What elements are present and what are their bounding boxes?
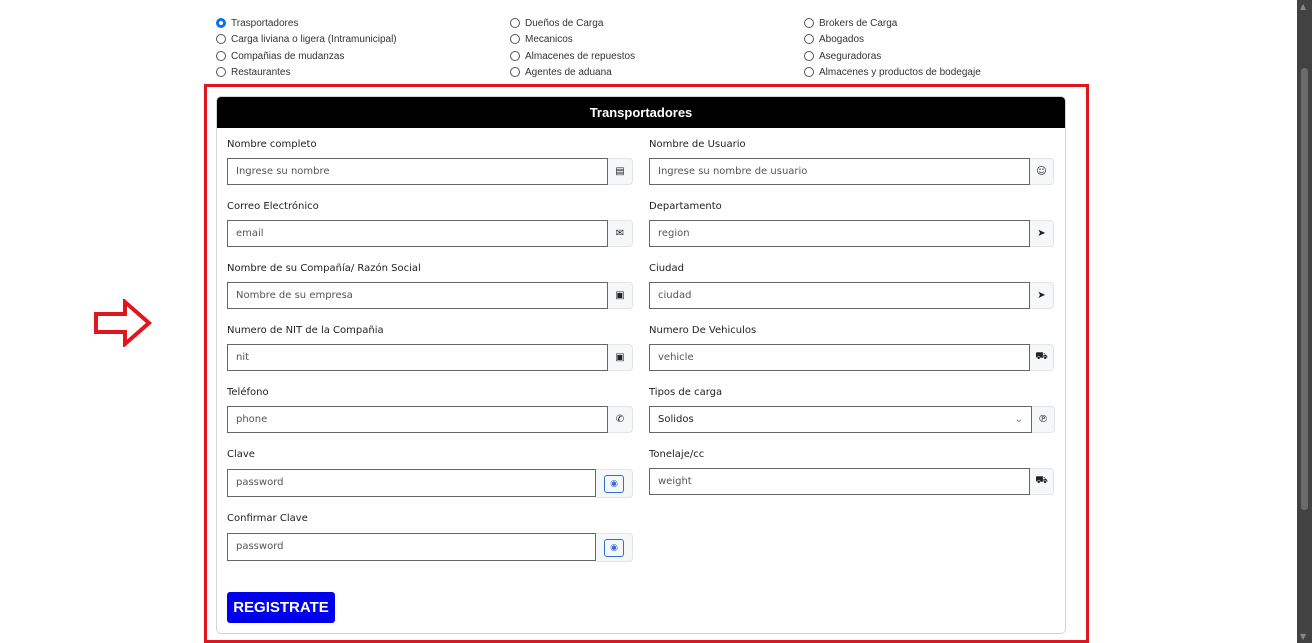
radio-label: Restaurantes	[231, 66, 291, 78]
ciudad-addon: ➤	[1030, 282, 1054, 309]
location-arrow-icon: ➤	[1037, 290, 1046, 301]
id-badge-icon: ▣	[615, 352, 625, 363]
tipos-de-carga-label: Tipos de carga	[649, 387, 723, 398]
numero-de-nit-de-la-compa-ia-addon: ▣	[608, 344, 633, 371]
nombre-de-usuario-label: Nombre de Usuario	[649, 139, 746, 150]
numero-de-nit-de-la-compa-ia-label: Numero de NIT de la Compañia	[227, 325, 384, 336]
parking-icon: ℗	[1038, 414, 1048, 425]
card-title: Transportadores	[217, 97, 1065, 128]
category-radio[interactable]: Restaurantes	[216, 65, 290, 79]
tonelaje-cc-label: Tonelaje/cc	[649, 449, 705, 460]
radio-label: Almacenes de repuestos	[525, 50, 636, 62]
eye-icon[interactable]: ◉	[604, 474, 624, 493]
tonelaje-cc-addon: ⛟	[1030, 468, 1054, 495]
radio-circle-icon[interactable]	[510, 67, 520, 77]
radio-label: Brokers de Carga	[819, 17, 898, 29]
scroll-up-icon[interactable]: ▲	[1300, 2, 1307, 11]
clave-addon[interactable]: ◉	[596, 469, 633, 498]
departamento-label: Departamento	[649, 201, 722, 212]
numero-de-vehiculos-addon: ⛟	[1030, 344, 1054, 371]
radio-circle-icon[interactable]	[510, 34, 520, 44]
confirmar-clave-addon[interactable]: ◉	[596, 533, 633, 562]
radio-circle-icon[interactable]	[510, 51, 520, 61]
radio-circle-icon[interactable]	[804, 67, 814, 77]
clave-input[interactable]: password	[227, 469, 596, 497]
confirmar-clave-label: Confirmar Clave	[227, 513, 308, 524]
chevron-down-icon: ⌄	[1014, 414, 1023, 425]
tel-fono-label: Teléfono	[227, 387, 269, 398]
radio-label: Abogados	[819, 33, 865, 45]
nombre-de-su-compa-a-raz-n-social-input[interactable]: Nombre de su empresa	[227, 282, 608, 309]
category-radio[interactable]: Carga liviana o ligera (Intramunicipal)	[216, 32, 397, 46]
category-radio[interactable]: Almacenes de repuestos	[510, 49, 635, 63]
numero-de-vehiculos-input[interactable]: vehicle	[649, 344, 1030, 371]
arrow-right-icon	[94, 299, 153, 347]
location-arrow-icon: ➤	[1037, 228, 1046, 239]
radio-label: Aseguradoras	[819, 50, 882, 62]
nombre-de-usuario-addon: ☺	[1030, 158, 1054, 185]
nombre-de-usuario-input[interactable]: Ingrese su nombre de usuario	[649, 158, 1030, 185]
nombre-de-su-compa-a-raz-n-social-label: Nombre de su Compañía/ Razón Social	[227, 263, 421, 274]
departamento-addon: ➤	[1030, 220, 1054, 247]
radio-circle-icon[interactable]	[216, 67, 226, 77]
radio-label: Carga liviana o ligera (Intramunicipal)	[231, 33, 397, 45]
radio-circle-icon[interactable]	[216, 51, 226, 61]
radio-label: Trasportadores	[231, 17, 299, 29]
category-radio[interactable]: Abogados	[804, 32, 864, 46]
clave-label: Clave	[227, 449, 255, 460]
numero-de-nit-de-la-compa-ia-input[interactable]: nit	[227, 344, 608, 371]
nombre-completo-input[interactable]: Ingrese su nombre	[227, 158, 608, 185]
tel-fono-addon: ✆	[608, 406, 633, 433]
radio-label: Dueños de Carga	[525, 17, 604, 29]
radio-circle-icon[interactable]	[216, 18, 226, 28]
id-card-icon: ▤	[615, 166, 625, 177]
ciudad-input[interactable]: ciudad	[649, 282, 1030, 309]
id-badge-icon: ▣	[615, 290, 625, 301]
nombre-completo-label: Nombre completo	[227, 139, 317, 150]
tipos-de-carga-select[interactable]: Solidos ⌄	[649, 406, 1032, 433]
correo-electr-nico-addon: ✉	[608, 220, 633, 247]
category-radio[interactable]: Trasportadores	[216, 16, 298, 30]
category-radio[interactable]: Almacenes y productos de bodegaje	[804, 65, 981, 79]
radio-circle-icon[interactable]	[804, 18, 814, 28]
scroll-down-icon[interactable]: ▼	[1300, 632, 1307, 641]
radio-label: Almacenes y productos de bodegaje	[819, 66, 981, 78]
radio-label: Agentes de aduana	[525, 66, 612, 78]
numero-de-vehiculos-label: Numero De Vehiculos	[649, 325, 757, 336]
tel-fono-input[interactable]: phone	[227, 406, 608, 433]
category-radio[interactable]: Compañias de mudanzas	[216, 49, 344, 63]
selected-value: Solidos	[658, 414, 694, 425]
highlight-box	[204, 84, 1089, 643]
nombre-de-su-compa-a-raz-n-social-addon: ▣	[608, 282, 633, 309]
truck-icon: ⛟	[1035, 351, 1048, 362]
tonelaje-cc-input[interactable]: weight	[649, 468, 1030, 495]
tipos-de-carga-addon: ℗	[1032, 406, 1055, 433]
scrollbar[interactable]: ▲ ▼	[1297, 0, 1312, 643]
ciudad-label: Ciudad	[649, 263, 684, 274]
envelope-icon: ✉	[615, 228, 625, 239]
radio-circle-icon[interactable]	[216, 34, 226, 44]
scrollbar-thumb[interactable]	[1301, 68, 1308, 510]
category-radio[interactable]: Brokers de Carga	[804, 16, 897, 30]
user-icon: ☺	[1036, 166, 1047, 177]
category-radio[interactable]: Aseguradoras	[804, 49, 881, 63]
radio-circle-icon[interactable]	[804, 34, 814, 44]
correo-electr-nico-input[interactable]: email	[227, 220, 608, 247]
truck-icon: ⛟	[1035, 475, 1048, 486]
register-button[interactable]: REGISTRATE	[227, 592, 335, 623]
nombre-completo-addon: ▤	[608, 158, 633, 185]
confirmar-clave-input[interactable]: password	[227, 533, 596, 561]
category-radio[interactable]: Dueños de Carga	[510, 16, 603, 30]
radio-circle-icon[interactable]	[804, 51, 814, 61]
radio-label: Compañias de mudanzas	[231, 50, 345, 62]
correo-electr-nico-label: Correo Electrónico	[227, 201, 319, 212]
registration-card: Transportadores	[216, 96, 1066, 634]
radio-circle-icon[interactable]	[510, 18, 520, 28]
departamento-input[interactable]: region	[649, 220, 1030, 247]
category-radio[interactable]: Agentes de aduana	[510, 65, 612, 79]
phone-icon: ✆	[615, 414, 625, 425]
eye-icon[interactable]: ◉	[604, 538, 624, 557]
category-radio[interactable]: Mecanicos	[510, 32, 573, 46]
radio-label: Mecanicos	[525, 33, 573, 45]
